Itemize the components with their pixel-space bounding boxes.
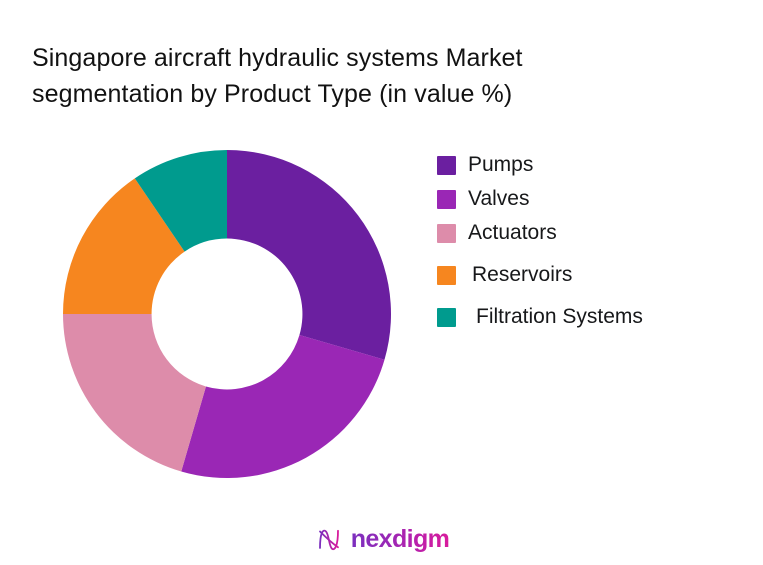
legend-item-label: Valves [468, 187, 530, 210]
legend-color-swatch [437, 307, 456, 327]
legend-item-filtration-systems[interactable]: Filtration Systems [437, 304, 737, 330]
legend-item-label: Reservoirs [472, 263, 573, 286]
legend-item-reservoirs[interactable]: Reservoirs [437, 262, 737, 288]
page-title: Singapore aircraft hydraulic systems Mar… [32, 44, 523, 108]
legend-color-swatch [437, 265, 456, 285]
nexdigm-wave-icon [318, 529, 339, 551]
legend-color-swatch [437, 189, 456, 209]
donut-slice[interactable] [227, 150, 391, 360]
donut-slice-group [63, 150, 391, 478]
legend-item-pumps[interactable]: Pumps [437, 152, 737, 178]
donut-slice[interactable] [134, 150, 227, 252]
legend-item-label: Pumps [468, 153, 534, 176]
legend-item-label: Actuators [468, 221, 557, 244]
footer-logo: nexdigm [0, 524, 763, 554]
chart-legend: Pumps Valves Actuators Reservoirs Filtration… [437, 152, 737, 338]
legend-item-actuators[interactable]: Actuators [437, 220, 737, 246]
legend-color-swatch [437, 155, 456, 175]
donut-chart [62, 149, 392, 479]
legend-item-valves[interactable]: Valves [437, 186, 737, 212]
legend-color-swatch [437, 223, 456, 243]
nexdigm-wordmark: nexdigm [350, 525, 450, 553]
donut-chart-svg [63, 150, 391, 478]
donut-slice[interactable] [63, 178, 185, 314]
legend-item-label: Filtration Systems [476, 305, 643, 328]
donut-slice[interactable] [181, 335, 385, 478]
donut-slice[interactable] [63, 314, 206, 472]
